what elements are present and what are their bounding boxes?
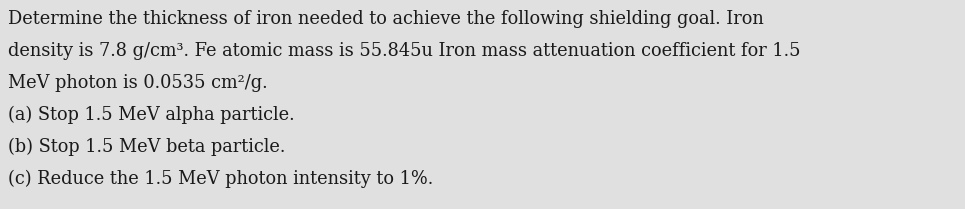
Text: (b) Stop 1.5 MeV beta particle.: (b) Stop 1.5 MeV beta particle. [8, 138, 286, 156]
Text: Determine the thickness of iron needed to achieve the following shielding goal. : Determine the thickness of iron needed t… [8, 10, 763, 28]
Text: (a) Stop 1.5 MeV alpha particle.: (a) Stop 1.5 MeV alpha particle. [8, 106, 294, 124]
Text: MeV photon is 0.0535 cm²/g.: MeV photon is 0.0535 cm²/g. [8, 74, 267, 92]
Text: (c) Reduce the 1.5 MeV photon intensity to 1%.: (c) Reduce the 1.5 MeV photon intensity … [8, 170, 433, 188]
Text: density is 7.8 g/cm³. Fe atomic mass is 55.845u Iron mass attenuation coefficien: density is 7.8 g/cm³. Fe atomic mass is … [8, 42, 801, 60]
